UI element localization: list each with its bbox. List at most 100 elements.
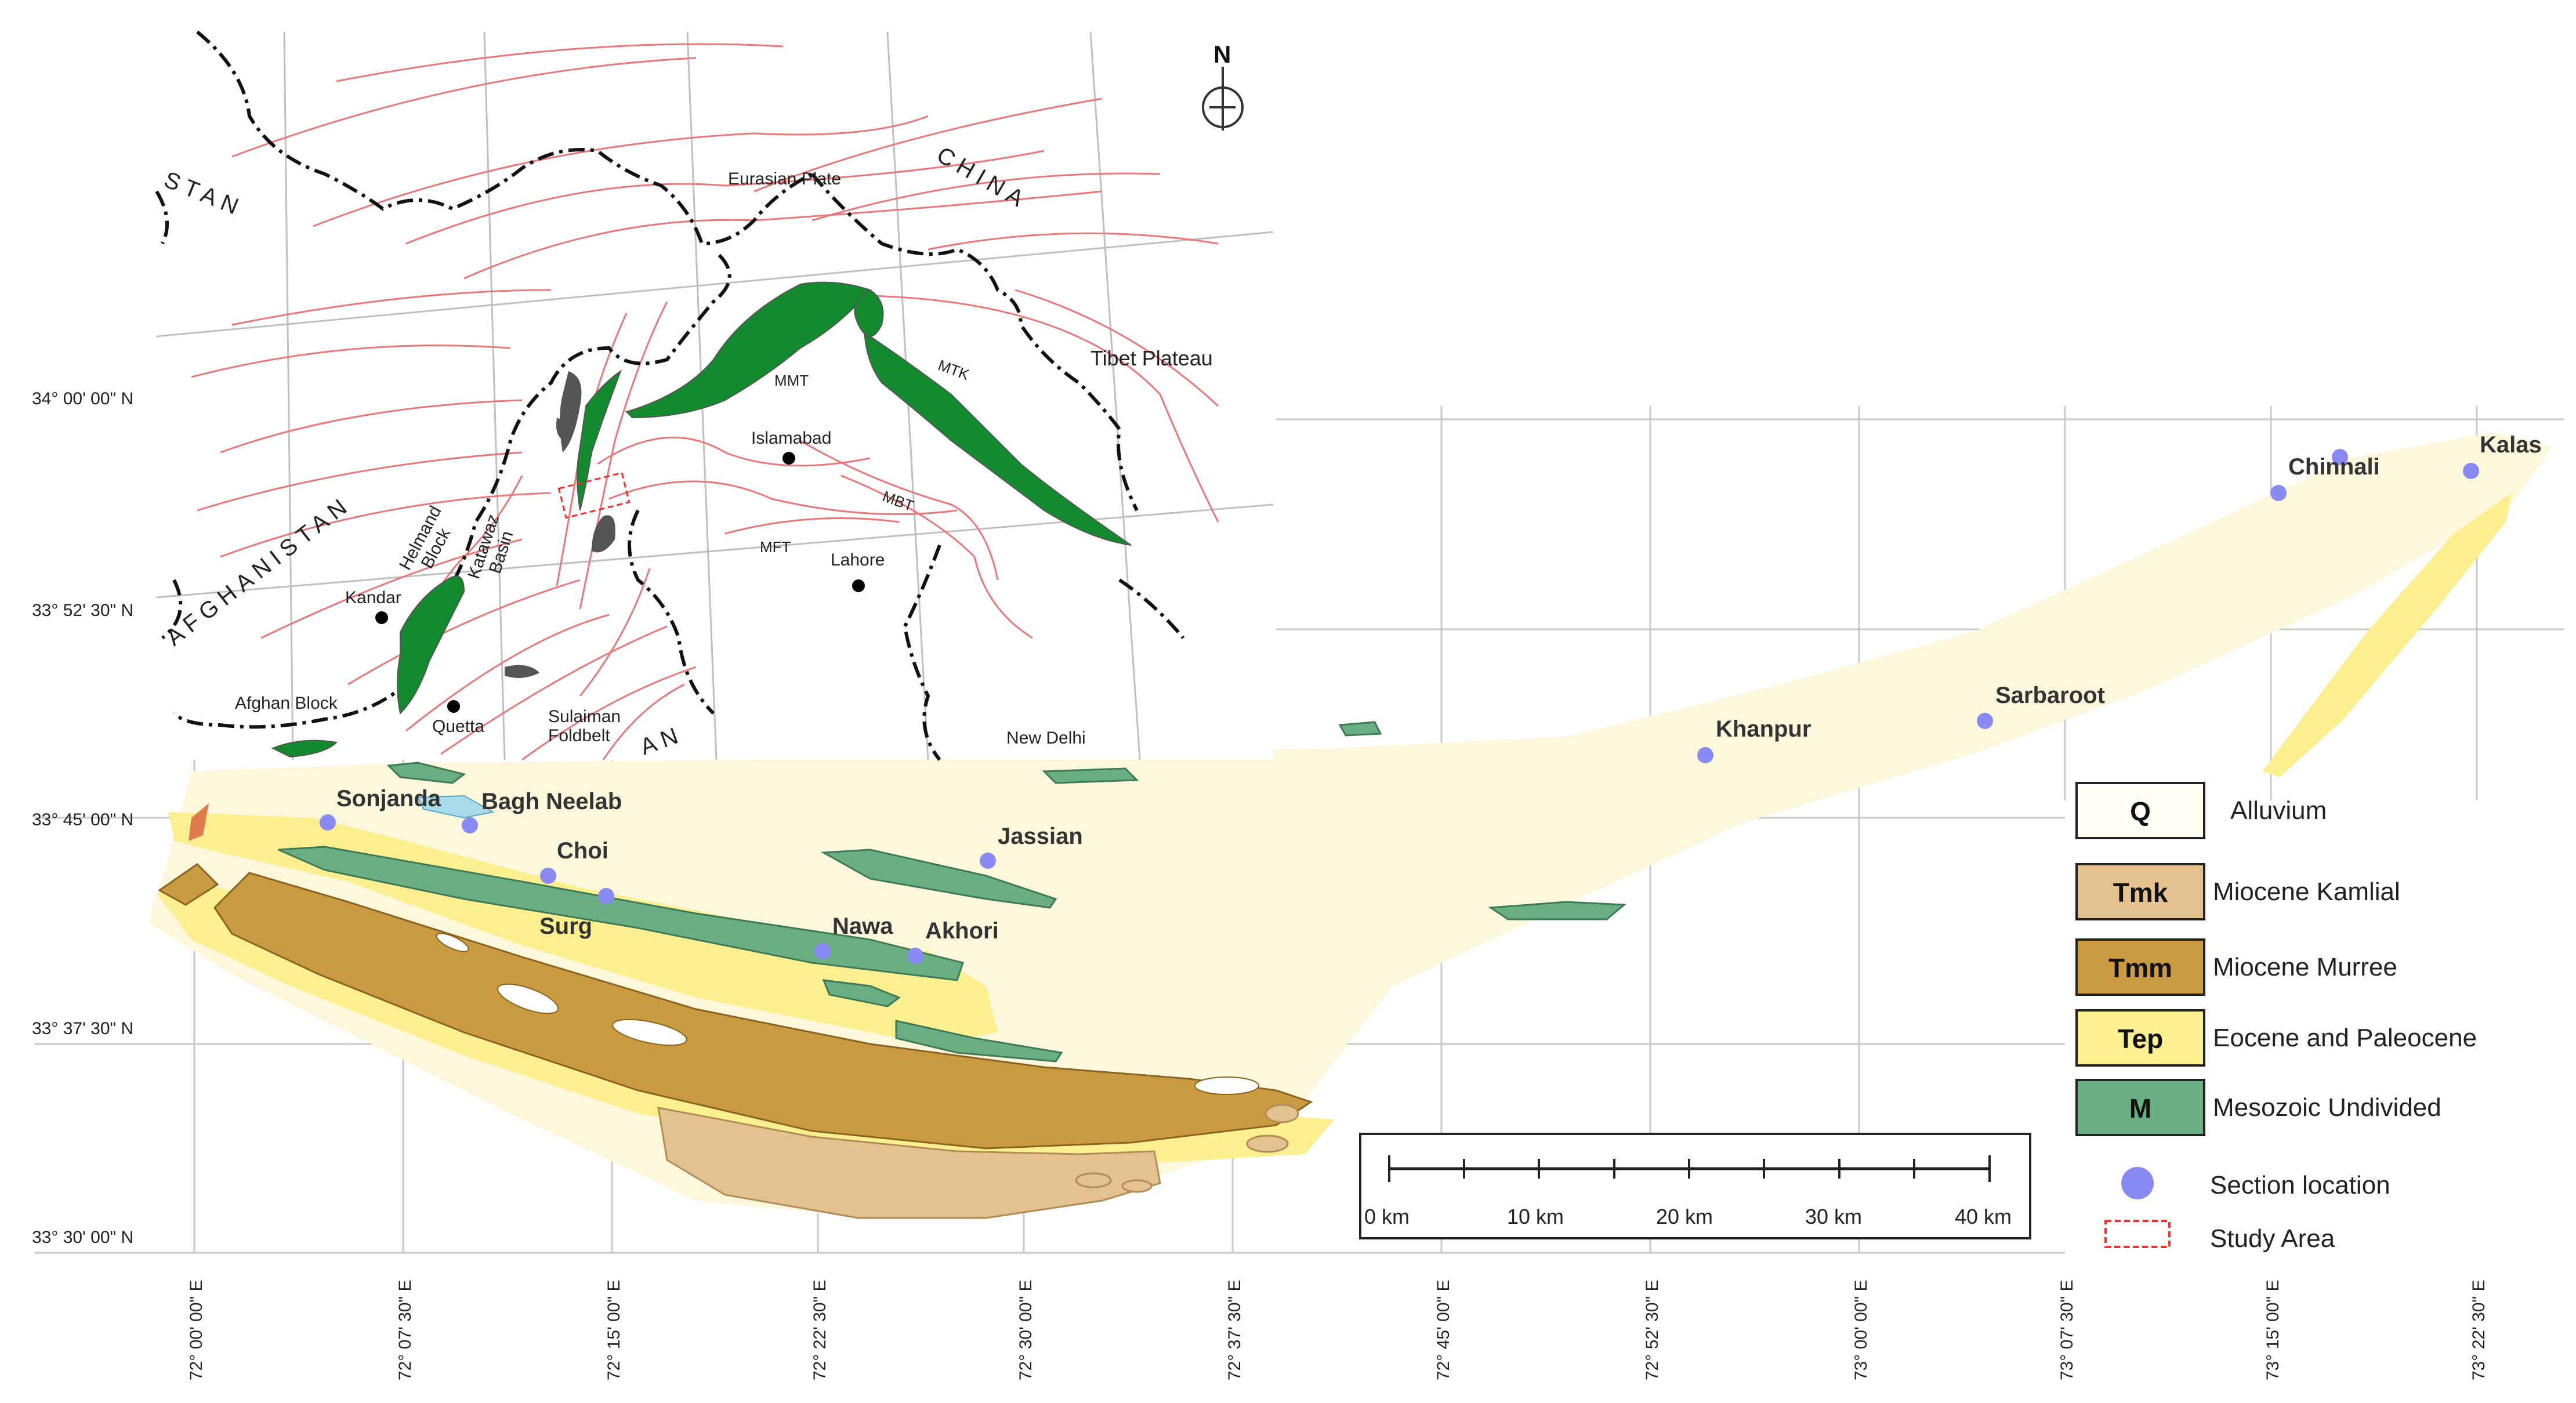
section-dot-sarbaroot xyxy=(1977,713,1993,729)
lon-label: 72° 37' 30" E xyxy=(1225,1280,1244,1381)
legend: Q Alluvium Tmk Miocene Kamlial Tmm Mioce… xyxy=(2075,782,2477,1253)
lat-label: 34° 00' 00" N xyxy=(32,389,133,408)
label-kandar: Kandar xyxy=(345,588,401,607)
miocene-murree-unit xyxy=(158,863,219,906)
label-foldbelt: Foldbelt xyxy=(548,726,610,745)
mesozoic-units xyxy=(278,721,1626,1063)
section-label-jassian: Jassian xyxy=(998,824,1083,849)
legend-label-tep: Eocene and Paleocene xyxy=(2213,1024,2477,1052)
legend-swatch-tmk xyxy=(2075,863,2205,920)
label-new-delhi: New Delhi xyxy=(1006,728,1086,748)
scale-label: 40 km xyxy=(1955,1205,2012,1228)
north-arrow-icon: N xyxy=(1202,41,1244,130)
city-lahore xyxy=(852,579,865,592)
legend-swatch-m xyxy=(2075,1079,2205,1136)
longitude-labels: 72° 00' 00" E 72° 07' 30" E 72° 15' 00" … xyxy=(187,1280,2488,1381)
lat-label: 33° 45' 00" N xyxy=(32,810,133,829)
label-sulaiman: Sulaiman xyxy=(548,707,621,726)
section-dot-akhori xyxy=(907,948,923,964)
city-kandar xyxy=(375,611,388,624)
legend-label-section: Section location xyxy=(2210,1171,2390,1199)
lon-label: 73° 07' 30" E xyxy=(2057,1280,2077,1381)
small-red-unit xyxy=(189,803,209,841)
legend-section-dot-icon xyxy=(2121,1167,2154,1199)
section-dot-kalas xyxy=(2463,463,2479,479)
lon-label: 72° 15' 00" E xyxy=(604,1280,624,1381)
country-borders xyxy=(155,30,1185,761)
scale-label: 10 km xyxy=(1507,1205,1564,1228)
section-label-nawa: Nawa xyxy=(832,913,893,939)
scale-label: 0 km xyxy=(1364,1205,1410,1228)
label-tibet-plateau: Tibet Plateau xyxy=(1090,346,1213,370)
legend-swatch-tmm xyxy=(2075,938,2205,996)
lon-label: 73° 15' 00" E xyxy=(2263,1280,2282,1381)
legend-label-tmm: Miocene Murree xyxy=(2213,953,2397,981)
section-dot-jassian xyxy=(980,853,996,869)
lon-label: 72° 52' 30" E xyxy=(1643,1280,1662,1381)
legend-code-tep: Tep xyxy=(2118,1024,2163,1054)
section-label-chinnali: Chinnali xyxy=(2288,454,2380,480)
section-label-surg: Surg xyxy=(539,913,592,939)
legend-swatch-q xyxy=(2075,782,2205,839)
section-dots xyxy=(320,449,2479,964)
lat-label: 33° 52' 30" N xyxy=(32,601,133,620)
section-label-sarbaroot: Sarbaroot xyxy=(1995,683,2105,708)
lat-label: 33° 37' 30" N xyxy=(32,1019,133,1038)
section-labels: Sonjanda Bagh Neelab Choi Surg Nawa Akho… xyxy=(336,432,2542,944)
lon-label: 72° 00' 00" E xyxy=(187,1280,206,1381)
inset-dark-blocks xyxy=(505,371,615,678)
small-blue-unit xyxy=(416,795,495,819)
latitude-labels: 34° 00' 00" N 33° 52' 30" N 33° 45' 00" … xyxy=(32,389,133,1247)
section-label-sonjanda: Sonjanda xyxy=(336,786,441,811)
legend-label-tmk: Miocene Kamlial xyxy=(2213,878,2400,906)
inset-map: Eurasian Plate Tibet Plateau MMT MTK Isl… xyxy=(155,30,1274,761)
legend-study-area-icon xyxy=(2104,1220,2171,1248)
legend-swatch-tep xyxy=(2075,1009,2205,1067)
scale-label: 30 km xyxy=(1805,1205,1862,1228)
label-eurasian-plate: Eurasian Plate xyxy=(728,169,841,188)
section-dot-chinnali-2 xyxy=(2332,449,2348,465)
section-dot-khanpur xyxy=(1697,747,1713,763)
section-label-kalas: Kalas xyxy=(2480,432,2542,458)
section-dot-bagh-neelab xyxy=(462,817,478,833)
lon-label: 72° 07' 30" E xyxy=(396,1280,415,1381)
study-area-box xyxy=(557,472,631,519)
legend-label-m: Mesozoic Undivided xyxy=(2213,1093,2441,1122)
city-quetta xyxy=(447,700,460,713)
section-dot-sonjanda xyxy=(320,814,336,831)
legend-label-q: Alluvium xyxy=(2230,796,2327,825)
legend-code-tmk: Tmk xyxy=(2113,878,2168,908)
inset-labels: Eurasian Plate Tibet Plateau MMT MTK Isl… xyxy=(235,169,1213,748)
lon-label: 73° 22' 30" E xyxy=(2469,1280,2488,1381)
lon-label: 72° 30' 00" E xyxy=(1016,1280,1035,1381)
section-label-akhori: Akhori xyxy=(925,918,999,944)
label-quetta: Quetta xyxy=(432,717,484,736)
city-islamabad xyxy=(782,452,795,465)
inset-cities xyxy=(375,452,865,713)
inset-ophiolite-belts xyxy=(271,281,1132,758)
eocene-paleocene-band xyxy=(2262,493,2512,777)
legend-label-study-area: Study Area xyxy=(2210,1224,2335,1253)
label-afghan-block: Afghan Block xyxy=(235,694,338,713)
label-islamabad: Islamabad xyxy=(751,429,831,448)
section-dot-choi xyxy=(540,868,556,884)
section-dot-chinnali xyxy=(2270,485,2287,501)
kamlial-outliers xyxy=(1075,1104,1299,1193)
section-label-bagh-neelab: Bagh Neelab xyxy=(481,789,622,814)
label-mft: MFT xyxy=(760,538,791,556)
section-label-choi: Choi xyxy=(557,838,608,864)
north-arrow-label: N xyxy=(1213,41,1231,68)
label-lahore: Lahore xyxy=(831,550,885,570)
scale-bar: 0 km 10 km 20 km 30 km 40 km xyxy=(1359,1133,2031,1239)
section-label-khanpur: Khanpur xyxy=(1716,716,1811,742)
miocene-murree-unit xyxy=(213,872,1313,1150)
legend-code-q: Q xyxy=(2130,796,2151,826)
label-mmt: MMT xyxy=(774,372,809,389)
lon-label: 73° 00' 00" E xyxy=(1852,1280,1871,1381)
section-dot-surg xyxy=(598,888,614,904)
lon-label: 72° 45' 00" E xyxy=(1434,1280,1453,1381)
legend-code-tmm: Tmm xyxy=(2108,953,2172,983)
legend-code-m: M xyxy=(2129,1093,2151,1123)
lat-label: 33° 30' 00" N xyxy=(32,1228,133,1247)
